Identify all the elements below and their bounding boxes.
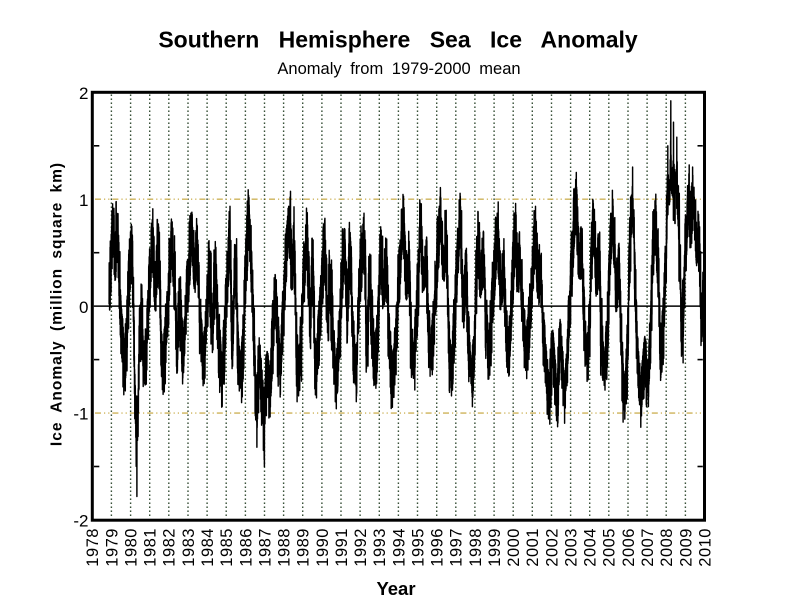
svg-text:1991: 1991 <box>333 528 351 567</box>
svg-text:1: 1 <box>79 191 88 210</box>
svg-text:1981: 1981 <box>142 528 160 567</box>
svg-text:0: 0 <box>79 298 88 317</box>
svg-text:2006: 2006 <box>620 528 638 567</box>
svg-text:1988: 1988 <box>276 528 294 567</box>
svg-text:1993: 1993 <box>371 528 389 567</box>
svg-text:2003: 2003 <box>563 528 581 567</box>
svg-text:1995: 1995 <box>409 528 427 567</box>
svg-text:2005: 2005 <box>601 528 619 567</box>
svg-text:1999: 1999 <box>486 528 504 567</box>
svg-text:1979: 1979 <box>103 528 121 567</box>
svg-text:Year: Year <box>376 578 415 599</box>
svg-text:Anomaly from 1979-2000 mean: Anomaly from 1979-2000 mean <box>277 60 520 78</box>
svg-text:1980: 1980 <box>123 528 141 567</box>
svg-text:1989: 1989 <box>295 528 313 567</box>
svg-text:1984: 1984 <box>199 528 217 567</box>
svg-text:1987: 1987 <box>256 528 274 567</box>
svg-text:1986: 1986 <box>237 528 255 567</box>
svg-text:1997: 1997 <box>448 528 466 567</box>
svg-text:2001: 2001 <box>524 528 542 567</box>
svg-text:1978: 1978 <box>84 528 102 567</box>
svg-text:2007: 2007 <box>639 528 657 567</box>
svg-text:1994: 1994 <box>390 528 408 567</box>
svg-text:1998: 1998 <box>467 528 485 567</box>
svg-text:2008: 2008 <box>658 528 676 567</box>
svg-text:1996: 1996 <box>429 528 447 567</box>
svg-text:2009: 2009 <box>677 528 695 567</box>
svg-text:1990: 1990 <box>314 528 332 567</box>
svg-text:2: 2 <box>79 84 88 103</box>
svg-text:1992: 1992 <box>352 528 370 567</box>
svg-text:1982: 1982 <box>161 528 179 567</box>
svg-text:Southern Hemisphere Sea Ice An: Southern Hemisphere Sea Ice Anomaly <box>158 27 638 53</box>
svg-text:Ice Anomaly (million square km: Ice Anomaly (million square km) <box>48 162 65 446</box>
svg-text:-2: -2 <box>73 512 88 531</box>
svg-text:-1: -1 <box>73 405 88 424</box>
svg-text:1983: 1983 <box>180 528 198 567</box>
svg-text:2004: 2004 <box>582 528 600 567</box>
svg-text:2002: 2002 <box>543 528 561 567</box>
svg-text:2010: 2010 <box>696 528 714 567</box>
svg-text:1985: 1985 <box>218 528 236 567</box>
svg-text:2000: 2000 <box>505 528 523 567</box>
